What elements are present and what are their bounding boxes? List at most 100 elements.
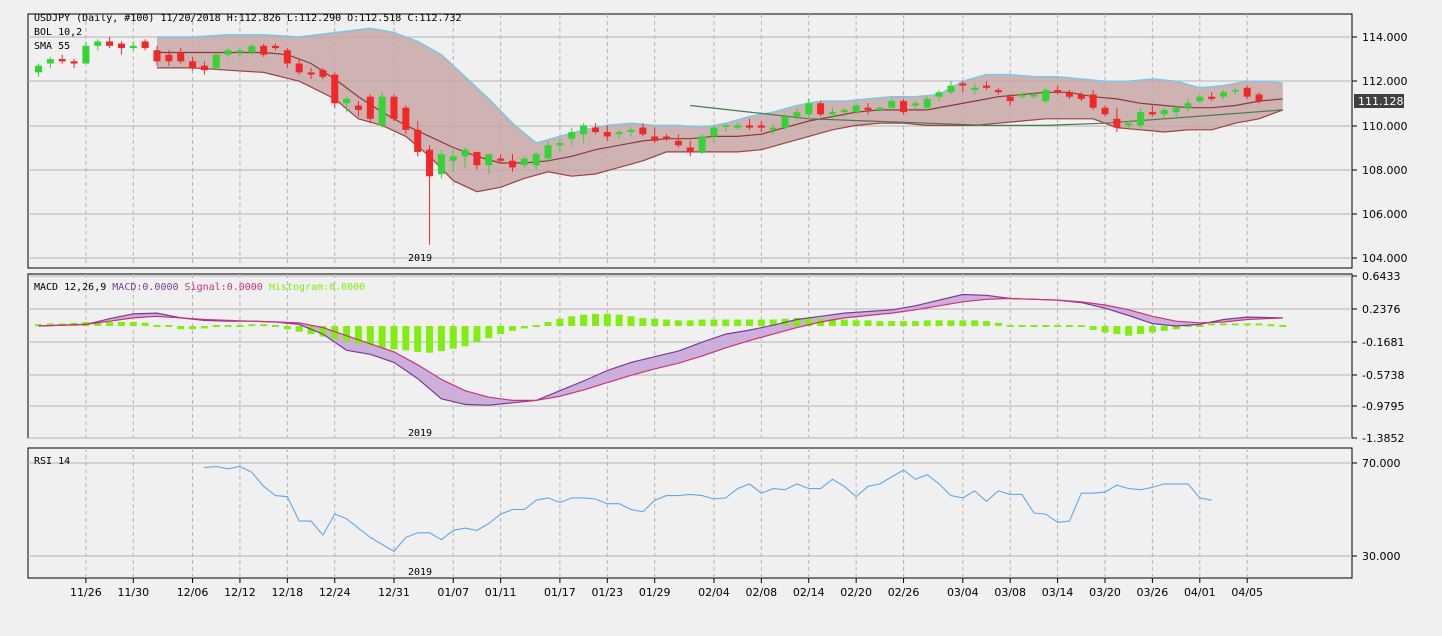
candle-body (1065, 92, 1073, 97)
candle (840, 107, 848, 117)
macd-tick-label: 0.2376 (1362, 303, 1401, 316)
candle (1042, 87, 1050, 104)
candle (520, 156, 528, 168)
candle-body (437, 154, 445, 175)
macd-histogram-bar (947, 320, 955, 327)
last-price-tag (1354, 94, 1404, 108)
candle (1018, 92, 1026, 99)
macd-histogram-bar (1220, 323, 1227, 326)
candle (236, 48, 244, 57)
candle-body (983, 85, 990, 88)
macd-histogram-bar (769, 319, 777, 327)
macd-histogram-bar (414, 326, 422, 352)
candle (627, 127, 635, 137)
macd-histogram-bar (366, 326, 374, 346)
candle (461, 147, 469, 168)
candle-body (497, 158, 505, 161)
candle (212, 52, 220, 71)
candle (651, 127, 659, 144)
candle-body (1030, 94, 1038, 97)
macd-histogram-bar (591, 313, 599, 327)
candle (414, 120, 422, 157)
candle (437, 149, 445, 179)
macd-histogram-bar (319, 326, 327, 337)
macd-histogram-bar (983, 321, 990, 327)
candle (532, 151, 540, 170)
candle (272, 43, 279, 51)
candle (177, 48, 185, 64)
candle-body (722, 125, 730, 127)
candle-body (295, 63, 303, 73)
rsi-tick-label: 70.000 (1362, 457, 1401, 470)
candle (1196, 94, 1204, 104)
macd-histogram-bar (94, 321, 102, 327)
rsi-tick-label: 30.000 (1362, 550, 1401, 563)
candle (331, 72, 339, 108)
candle-body (923, 98, 931, 108)
price-tick-label: 104.000 (1362, 252, 1408, 265)
macd-histogram-bar (971, 320, 979, 327)
candle (200, 61, 208, 75)
candle (283, 48, 291, 68)
x-tick-label: 04/05 (1231, 586, 1263, 599)
x-tick-label: 12/24 (319, 586, 351, 599)
candle-body (236, 50, 244, 53)
candle-body (663, 136, 671, 139)
macd-histogram-bar (793, 317, 801, 327)
macd-histogram-bar (1054, 325, 1062, 328)
candle-body (532, 154, 540, 166)
candle (189, 56, 197, 71)
candle-body (971, 87, 979, 91)
price-tick-label: 108.000 (1362, 164, 1408, 177)
candle-body (1054, 90, 1062, 93)
x-tick-label: 03/08 (994, 586, 1026, 599)
x-tick-label: 03/20 (1089, 586, 1121, 599)
macd-histogram-bar (568, 316, 576, 327)
candle (639, 123, 647, 137)
candle-body (426, 149, 434, 177)
macd-histogram-bar (236, 325, 244, 328)
candle-body (461, 149, 469, 157)
candle (663, 134, 671, 141)
candle-body (94, 41, 102, 46)
candle (1030, 92, 1038, 99)
macd-tick-label: -1.3852 (1362, 432, 1404, 445)
macd-histogram-bar (283, 326, 291, 330)
candle-body (627, 129, 635, 133)
candle-body (402, 107, 410, 130)
candle (70, 59, 78, 68)
macd-histogram-bar (1172, 326, 1180, 330)
candle (485, 154, 493, 175)
candle (591, 123, 599, 135)
macd-histogram-bar (1042, 325, 1050, 328)
candle (580, 123, 588, 144)
candle-body (947, 85, 955, 93)
candle (58, 54, 66, 64)
macd-histogram-bar (212, 325, 220, 328)
candle (674, 134, 682, 148)
x-tick-label: 12/31 (378, 586, 410, 599)
candle (46, 56, 54, 68)
macd-histogram-bar (224, 325, 232, 328)
macd-histogram-bar (959, 320, 967, 327)
macd-histogram-bar (473, 326, 481, 343)
macd-histogram-bar (35, 324, 42, 327)
macd-histogram-bar (141, 322, 149, 327)
candle-body (734, 125, 742, 128)
candle (615, 129, 623, 139)
macd-histogram-bar (426, 326, 434, 353)
bollinger-band-fill (157, 28, 1283, 192)
candle (983, 81, 990, 91)
candle-body (366, 96, 374, 119)
macd-histogram-bar (994, 322, 1002, 327)
macd-histogram-bar (248, 324, 256, 327)
candle (864, 103, 872, 115)
macd-histogram-bar (698, 319, 706, 327)
rsi-layer (204, 465, 1212, 553)
macd-tick-label: -0.5738 (1362, 369, 1404, 382)
candle-body (1113, 118, 1121, 128)
candle-body (354, 105, 362, 110)
candle-body (544, 145, 552, 159)
candle-body (153, 50, 161, 62)
